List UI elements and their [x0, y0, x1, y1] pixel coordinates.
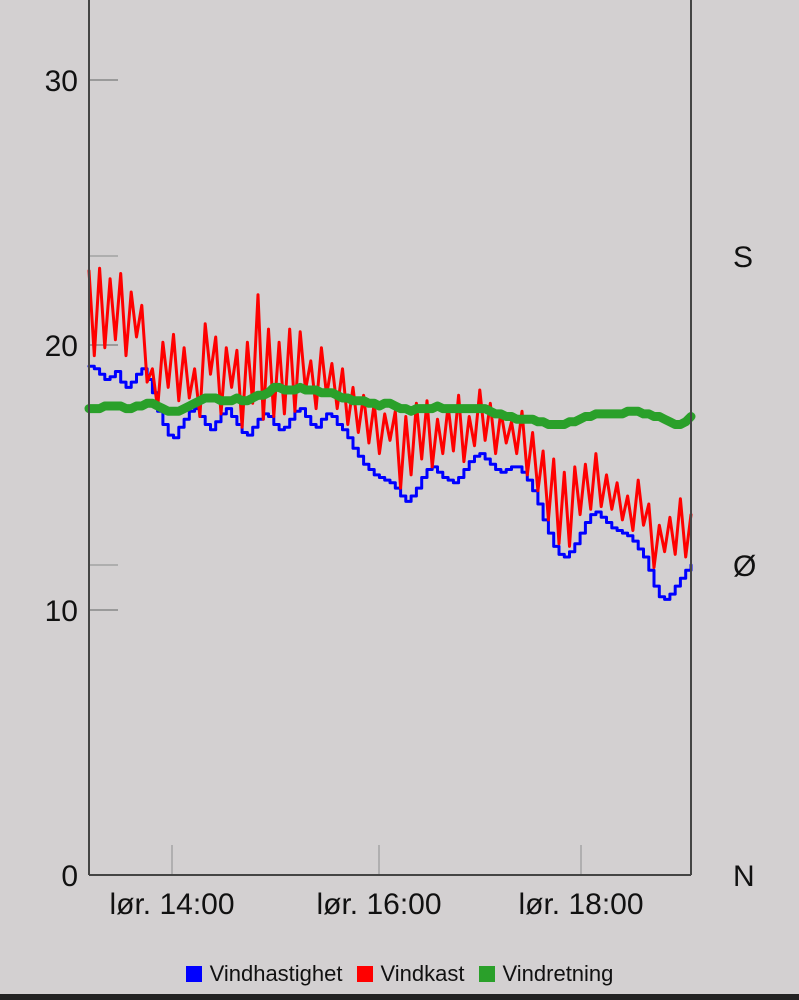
legend-swatch	[478, 966, 495, 982]
y-tick-label: 10	[45, 595, 78, 628]
legend: Vindhastighet Vindkast Vindretning	[0, 958, 799, 990]
y-tick-label: 30	[45, 65, 78, 98]
series-line-vindkast	[87, 266, 693, 570]
x-tick-label: lør. 14:00	[109, 888, 234, 921]
y-tick-label: 20	[45, 330, 78, 363]
legend-swatch	[185, 966, 202, 982]
legend-item: Vindretning	[478, 961, 614, 987]
bottom-bar	[0, 994, 799, 1000]
x-tick-label: lør. 18:00	[518, 888, 643, 921]
axes	[88, 0, 692, 876]
legend-label: Vindretning	[502, 961, 614, 986]
legend-label: Vindhastighet	[209, 961, 343, 986]
direction-tick-label: S	[733, 241, 753, 274]
series-line-vindhastighet	[87, 364, 693, 601]
legend-label: Vindkast	[380, 961, 465, 986]
y-tick-label: 0	[61, 860, 78, 893]
legend-swatch	[356, 966, 373, 982]
legend-item: Vindhastighet	[185, 961, 343, 987]
x-tick-label: lør. 16:00	[316, 888, 441, 921]
direction-tick-label: Ø	[733, 550, 756, 583]
series-line-vindretning	[84, 382, 696, 429]
direction-tick-label: N	[733, 860, 755, 893]
legend-item: Vindkast	[356, 961, 465, 987]
series-layer	[84, 266, 696, 601]
tick-marks	[89, 79, 582, 875]
